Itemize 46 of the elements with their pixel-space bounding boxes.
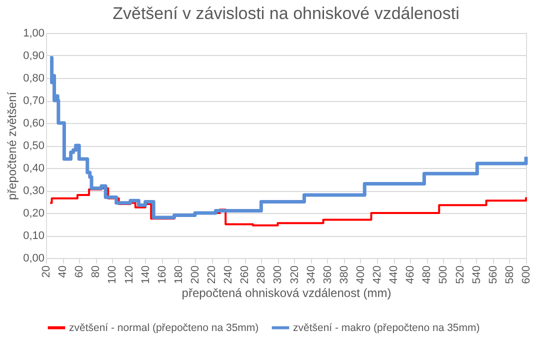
x-tick-label: 440 — [388, 266, 400, 284]
y-tick-label: 0,00 — [23, 252, 44, 264]
x-tick-label: 20 — [40, 266, 52, 278]
chart-title: Zvětšení v závislosti na ohniskové vzdálenosti — [112, 4, 460, 23]
x-tick-label: 420 — [372, 266, 384, 284]
x-tick-label: 400 — [354, 266, 367, 284]
x-tick-label: 260 — [239, 266, 252, 284]
y-tick-label: 0,30 — [23, 185, 44, 197]
y-tick-label: 1,00 — [23, 28, 44, 40]
y-tick-label: 0,20 — [23, 208, 44, 220]
x-tick-label: 460 — [404, 266, 417, 284]
x-tick-label: 120 — [123, 266, 136, 284]
x-tick-label: 600 — [520, 266, 532, 284]
x-tick-label: 40 — [57, 266, 70, 278]
x-tick-label: 140 — [140, 266, 152, 284]
y-tick-label: 0,70 — [23, 95, 44, 107]
x-tick-label: 280 — [256, 266, 268, 284]
y-axis-title: přepočtené zvětšení — [5, 91, 20, 200]
x-tick-label: 180 — [172, 266, 185, 284]
x-tick-label: 480 — [421, 266, 434, 284]
x-tick-label: 540 — [470, 266, 483, 284]
x-tick-label: 320 — [288, 266, 301, 284]
x-tick-label: 80 — [90, 266, 102, 278]
x-tick-label: 580 — [504, 266, 516, 284]
legend-label: zvětšení - makro (přepočteno na 35mm) — [293, 322, 480, 334]
x-tick-label: 100 — [106, 266, 119, 284]
x-axis-title: přepočtená ohnisková vzdálenost (mm) — [182, 286, 392, 300]
x-tick-label: 360 — [322, 266, 334, 284]
legend-label: zvětšení - normal (přepočteno na 35mm) — [69, 322, 259, 334]
y-tick-label: 0,60 — [23, 118, 44, 130]
x-tick-label: 300 — [272, 266, 284, 284]
x-tick-label: 500 — [438, 266, 450, 284]
x-tick-label: 380 — [338, 266, 350, 284]
x-tick-label: 160 — [156, 266, 168, 284]
x-tick-label: 220 — [206, 266, 218, 284]
y-tick-label: 0,50 — [23, 140, 44, 152]
x-tick-label: 560 — [487, 266, 500, 284]
x-tick-label: 340 — [305, 266, 318, 284]
y-tick-label: 0,90 — [23, 50, 44, 62]
y-tick-label: 0,10 — [23, 230, 44, 242]
x-tick-label: 240 — [222, 266, 235, 284]
x-tick-label: 200 — [189, 266, 202, 284]
y-tick-label: 0,40 — [23, 162, 44, 174]
x-tick-label: 60 — [74, 266, 86, 278]
y-tick-label: 0,80 — [23, 72, 44, 84]
x-tick-label: 520 — [454, 266, 466, 284]
